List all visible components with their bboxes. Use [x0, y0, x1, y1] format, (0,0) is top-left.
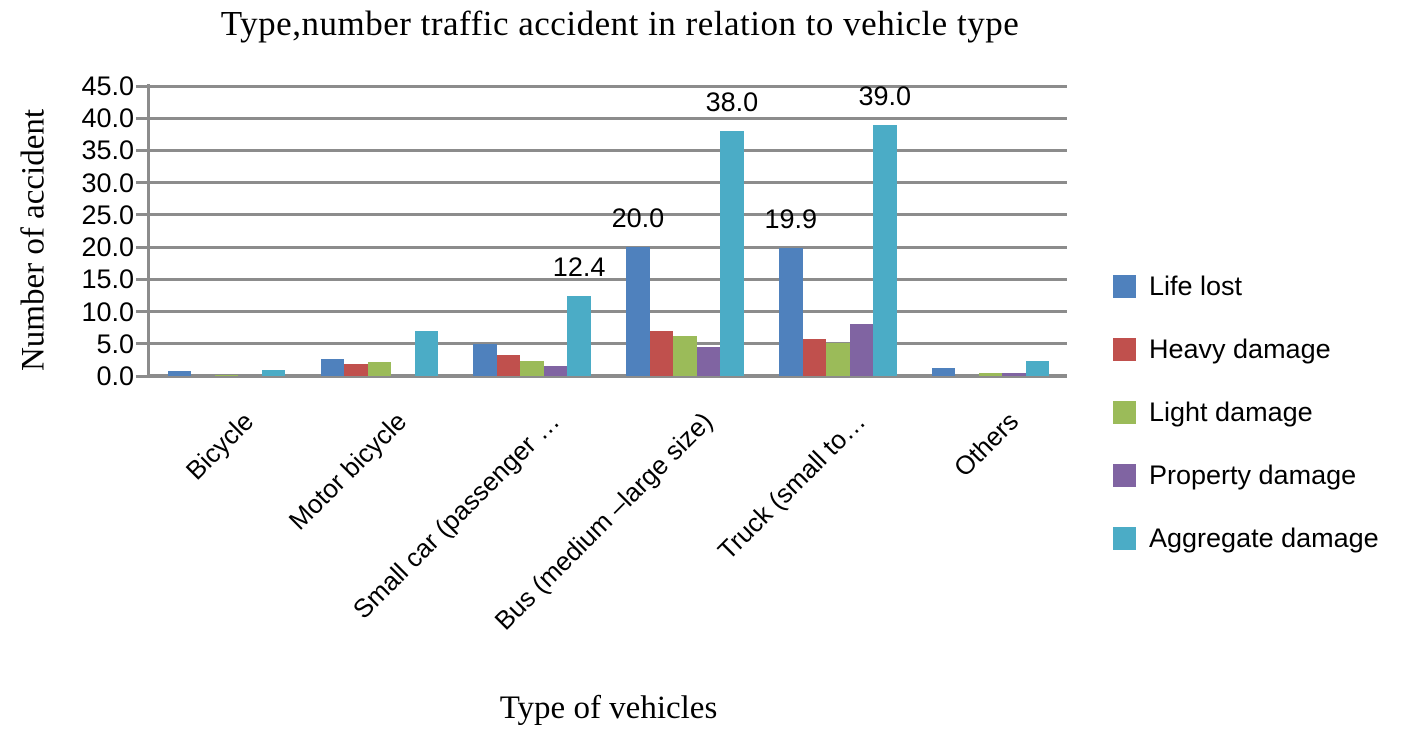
bar-light-damage	[673, 336, 697, 376]
data-label: 19.9	[764, 204, 818, 234]
bar-light-damage	[826, 343, 850, 376]
data-label: 20.0	[611, 203, 665, 233]
y-axis-tick	[136, 310, 148, 314]
legend-item: Aggregate damage	[1113, 523, 1379, 553]
y-axis-tick	[136, 342, 148, 346]
y-axis-tick	[136, 277, 148, 281]
y-axis-tick	[136, 245, 148, 249]
bar-light-damage	[214, 375, 239, 376]
y-axis-tick	[136, 84, 148, 88]
bar-life-lost	[167, 371, 192, 376]
bar-heavy-damage	[344, 364, 368, 376]
data-label: 38.0	[705, 87, 759, 117]
chart-title: Type,number traffic accident in relation…	[220, 4, 1020, 43]
legend-label: Aggregate damage	[1149, 522, 1379, 553]
bar-life-lost	[931, 368, 956, 376]
legend-label: Property damage	[1149, 459, 1357, 490]
x-axis-title: Type of vehicles	[499, 690, 718, 726]
x-category-label: Truck (small to…	[711, 406, 871, 566]
y-tick-label: 30.0	[81, 167, 134, 198]
bar-property-damage	[849, 324, 873, 376]
bar-heavy-damage	[496, 355, 521, 376]
gridline	[150, 310, 1067, 314]
bar-property-damage	[696, 347, 721, 376]
y-tick-label: 35.0	[81, 135, 134, 166]
bar-life-lost	[320, 359, 344, 376]
bar-aggregate-damage	[1025, 361, 1050, 376]
bar-life-lost	[779, 248, 803, 376]
y-axis-tick	[136, 181, 148, 185]
legend-swatch-light-damage	[1113, 400, 1136, 424]
legend-label: Life lost	[1149, 270, 1243, 301]
gridline	[150, 116, 1067, 120]
legend-item: Light damage	[1113, 397, 1379, 427]
legend-swatch-aggregate-damage	[1113, 526, 1136, 550]
legend-swatch-heavy-damage	[1113, 337, 1136, 361]
gridline	[150, 245, 1067, 249]
x-category-label: Others	[947, 406, 1024, 483]
y-axis-tick	[136, 116, 148, 120]
y-tick-label: 0.0	[96, 361, 134, 391]
y-tick-label: 40.0	[81, 103, 134, 134]
legend-swatch-property-damage	[1113, 463, 1136, 487]
bar-life-lost	[473, 344, 497, 376]
x-axis-line	[147, 374, 1067, 378]
bar-light-damage	[520, 361, 544, 376]
bar-heavy-damage	[649, 331, 674, 376]
y-axis-line	[147, 84, 150, 378]
legend-label: Light damage	[1149, 396, 1313, 427]
legend-item: Life lost	[1113, 271, 1379, 301]
plot-area: 12.4 20.0 38.0 19.9 39.0	[150, 81, 1067, 376]
gridline	[150, 84, 1067, 88]
data-label: 39.0	[858, 81, 912, 111]
y-axis-tick	[136, 213, 148, 217]
gridline	[150, 342, 1067, 346]
bar-light-damage	[367, 362, 391, 376]
y-tick-label: 20.0	[81, 232, 134, 263]
bar-light-damage	[978, 373, 1003, 376]
data-label: 12.4	[552, 252, 606, 282]
legend-swatch-life-lost	[1113, 274, 1136, 298]
gridline	[150, 277, 1067, 281]
bar-aggregate-damage	[720, 131, 744, 376]
y-tick-label: 5.0	[96, 328, 134, 359]
bar-property-damage	[1002, 373, 1026, 376]
bar-life-lost	[626, 247, 650, 376]
bar-aggregate-damage	[873, 125, 897, 376]
bar-aggregate-damage	[567, 296, 591, 376]
x-category-label: Bicycle	[180, 406, 260, 486]
bar-heavy-damage	[802, 339, 826, 376]
y-axis-tick	[136, 374, 148, 378]
x-category-label: Motor bicycle	[282, 406, 413, 536]
y-tick-label: 15.0	[81, 264, 134, 295]
legend-item: Property damage	[1113, 460, 1379, 490]
gridline	[150, 213, 1067, 217]
y-axis-tick	[136, 148, 148, 152]
x-category-label: Bus (medium –large size)	[488, 406, 719, 636]
y-tick-label: 10.0	[81, 296, 134, 327]
x-category-label: Small car (passenger …	[346, 406, 566, 625]
legend: Life lost Heavy damage Light damage Propert…	[1113, 271, 1379, 586]
gridline	[150, 148, 1067, 152]
bar-aggregate-damage	[414, 331, 438, 376]
legend-item: Heavy damage	[1113, 334, 1379, 364]
bar-aggregate-damage	[261, 370, 286, 376]
legend-label: Heavy damage	[1149, 333, 1331, 364]
y-tick-label: 45.0	[81, 71, 134, 101]
y-tick-label: 25.0	[81, 199, 134, 230]
bar-property-damage	[543, 366, 568, 376]
gridline	[150, 181, 1067, 185]
